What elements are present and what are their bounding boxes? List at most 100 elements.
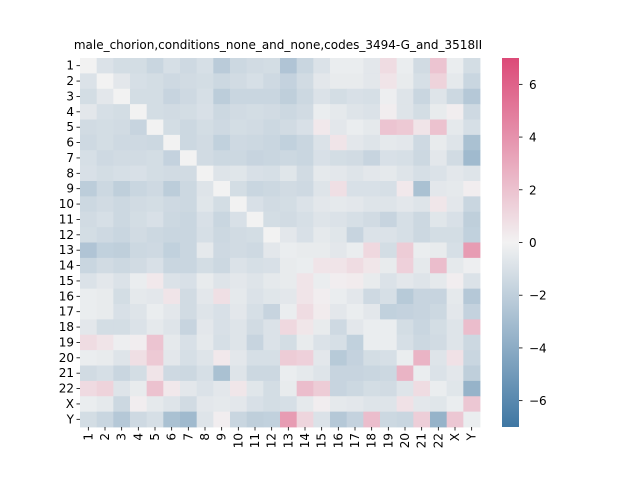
heatmap-cell	[230, 134, 248, 151]
heatmap-cell	[213, 350, 231, 366]
heatmap-cell	[296, 396, 314, 413]
heatmap-cell	[213, 288, 231, 305]
heatmap-cell	[413, 350, 431, 366]
heatmap-cell	[146, 165, 164, 182]
heatmap-cell	[396, 273, 414, 290]
heatmap-cell	[363, 319, 381, 336]
colorbar-tick-label: −4	[529, 341, 547, 355]
heatmap-cell	[446, 58, 464, 74]
heatmap-cell	[196, 365, 214, 382]
x-tick-label: 4	[131, 433, 145, 441]
heatmap-cell	[446, 73, 464, 90]
y-tick-label: 16	[59, 289, 74, 303]
heatmap-cell	[146, 227, 164, 243]
heatmap-cell	[430, 304, 448, 320]
heatmap-cell	[430, 181, 448, 197]
x-tick-label: 8	[198, 433, 212, 441]
heatmap-cell	[230, 319, 248, 336]
heatmap-cell	[96, 58, 114, 74]
heatmap-cell	[280, 165, 298, 182]
y-tick-label: 7	[66, 151, 74, 165]
heatmap-cell	[330, 196, 348, 213]
heatmap-cell	[363, 88, 381, 105]
heatmap-cell	[280, 88, 298, 105]
heatmap-cell	[413, 134, 431, 151]
heatmap-cell	[213, 196, 231, 213]
heatmap-cell	[113, 181, 131, 197]
y-tick-label: 17	[59, 305, 74, 319]
heatmap-cell	[330, 104, 348, 120]
colorbar-tick-label: −6	[529, 394, 547, 408]
heatmap-cell	[446, 242, 464, 259]
heatmap-cell	[296, 227, 314, 243]
heatmap-cell	[363, 211, 381, 228]
heatmap-cell	[296, 134, 314, 151]
heatmap-cell	[246, 396, 264, 413]
heatmap-cell	[96, 88, 114, 105]
heatmap-cell	[346, 181, 364, 197]
heatmap-cell	[296, 350, 314, 366]
heatmap-cell	[280, 150, 298, 167]
heatmap-cell	[113, 58, 131, 74]
heatmap-cell	[346, 196, 364, 213]
heatmap-cell	[463, 211, 481, 228]
heatmap-cell	[163, 58, 181, 74]
heatmap-cell	[346, 242, 364, 259]
heatmap-cell	[346, 134, 364, 151]
heatmap-cell	[313, 196, 331, 213]
colorbar-tick-label: −2	[529, 289, 547, 303]
heatmap-cell	[246, 242, 264, 259]
heatmap-cell	[430, 334, 448, 351]
heatmap-cell	[430, 380, 448, 397]
heatmap-cell	[146, 150, 164, 167]
heatmap-cell	[263, 104, 281, 120]
heatmap-cell	[463, 227, 481, 243]
heatmap-cell	[146, 242, 164, 259]
heatmap-cell	[163, 396, 181, 413]
heatmap-cell	[463, 88, 481, 105]
heatmap-cell	[313, 380, 331, 397]
heatmap-cell	[196, 319, 214, 336]
heatmap-cell	[130, 365, 148, 382]
heatmap-cell	[280, 181, 298, 197]
heatmap-cell	[80, 334, 98, 351]
heatmap-cell	[363, 380, 381, 397]
heatmap-cell	[330, 396, 348, 413]
heatmap-cell	[196, 196, 214, 213]
heatmap-cell	[146, 134, 164, 151]
heatmap-cell	[413, 288, 431, 305]
heatmap-cell	[196, 380, 214, 397]
y-tick-label: 12	[59, 228, 74, 242]
heatmap-cell	[80, 211, 98, 228]
heatmap-cell	[313, 365, 331, 382]
heatmap-cell	[280, 227, 298, 243]
heatmap-cell	[263, 181, 281, 197]
heatmap-cell	[313, 411, 331, 428]
heatmap-cell	[230, 73, 248, 90]
heatmap-cell	[130, 334, 148, 351]
heatmap-cell	[446, 104, 464, 120]
heatmap-cell	[396, 134, 414, 151]
heatmap-cell	[230, 288, 248, 305]
heatmap-cell	[296, 211, 314, 228]
heatmap-cell	[380, 411, 398, 428]
heatmap-cell	[413, 319, 431, 336]
x-tick-label: 15	[315, 433, 329, 448]
heatmap-cell	[330, 211, 348, 228]
heatmap-cell	[96, 134, 114, 151]
heatmap-cell	[346, 334, 364, 351]
heatmap-cell	[280, 273, 298, 290]
heatmap-cell	[396, 150, 414, 167]
heatmap-cell	[263, 319, 281, 336]
heatmap-cell	[313, 396, 331, 413]
heatmap-cell	[96, 350, 114, 366]
heatmap-cell	[263, 411, 281, 428]
y-tick-label: 18	[59, 320, 74, 334]
heatmap-cell	[80, 273, 98, 290]
heatmap-cell	[130, 73, 148, 90]
heatmap-cell	[346, 227, 364, 243]
heatmap-cell	[446, 319, 464, 336]
heatmap-cell	[130, 150, 148, 167]
heatmap-cell	[313, 150, 331, 167]
